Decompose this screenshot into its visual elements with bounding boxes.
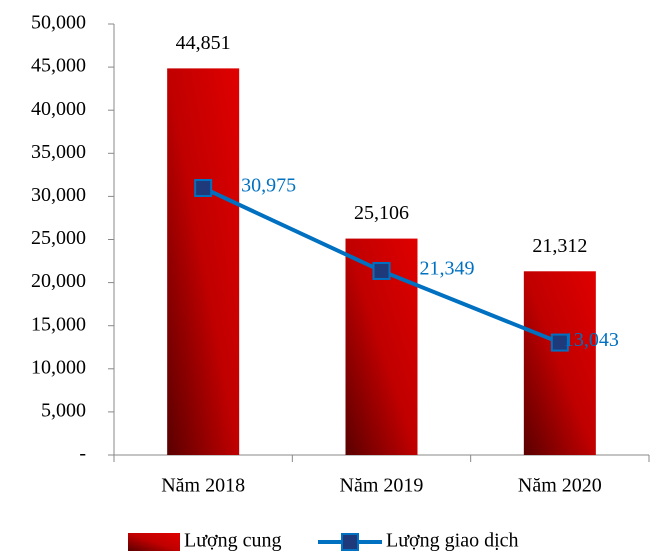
x-tick-label: Năm 2020: [518, 475, 602, 497]
y-tick-label: 50,000: [31, 12, 86, 34]
bar-value-label: 21,312: [532, 235, 587, 257]
y-tick-label: 35,000: [31, 141, 86, 163]
legend-swatch: [128, 533, 180, 551]
bar: [523, 271, 596, 455]
line-marker: [372, 261, 391, 280]
y-tick-label: 15,000: [31, 313, 86, 335]
line-value-label: 21,349: [420, 258, 475, 280]
x-tick-label: Năm 2018: [161, 475, 245, 497]
bar-value-label: 25,106: [354, 202, 409, 224]
legend-swatch-marker: [341, 533, 359, 551]
y-tick-label: 30,000: [31, 184, 86, 206]
legend-label: Lượng giao dịch: [386, 530, 519, 552]
bar-value-label: 44,851: [176, 32, 231, 54]
y-tick-label: 45,000: [31, 55, 86, 77]
y-tick-label: 20,000: [31, 270, 86, 292]
y-tick-label: 25,000: [31, 227, 86, 249]
line-value-label: 13,043: [564, 329, 619, 351]
line-marker: [550, 333, 569, 352]
y-tick-label: 10,000: [31, 356, 86, 378]
legend-label: Lượng cung: [184, 530, 282, 552]
y-tick-label: 5,000: [41, 399, 86, 421]
x-tick-label: Năm 2019: [340, 475, 424, 497]
line-marker: [194, 178, 213, 197]
bar: [167, 68, 240, 456]
y-tick-label: 40,000: [31, 98, 86, 120]
line-value-label: 30,975: [241, 175, 296, 197]
y-tick-label: -: [79, 443, 86, 465]
